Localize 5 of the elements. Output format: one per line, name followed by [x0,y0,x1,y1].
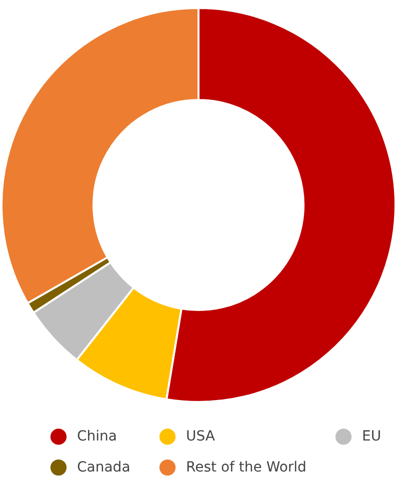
legend-label: China [77,428,117,445]
legend-label: Rest of the World [186,460,306,476]
legend-label: USA [186,428,216,445]
legend-label: EU [362,428,382,445]
legend-label: Canada [77,460,130,476]
